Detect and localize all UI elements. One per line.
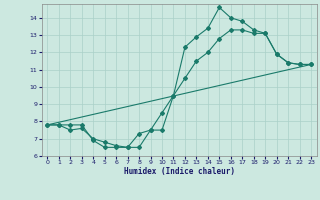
X-axis label: Humidex (Indice chaleur): Humidex (Indice chaleur) — [124, 167, 235, 176]
